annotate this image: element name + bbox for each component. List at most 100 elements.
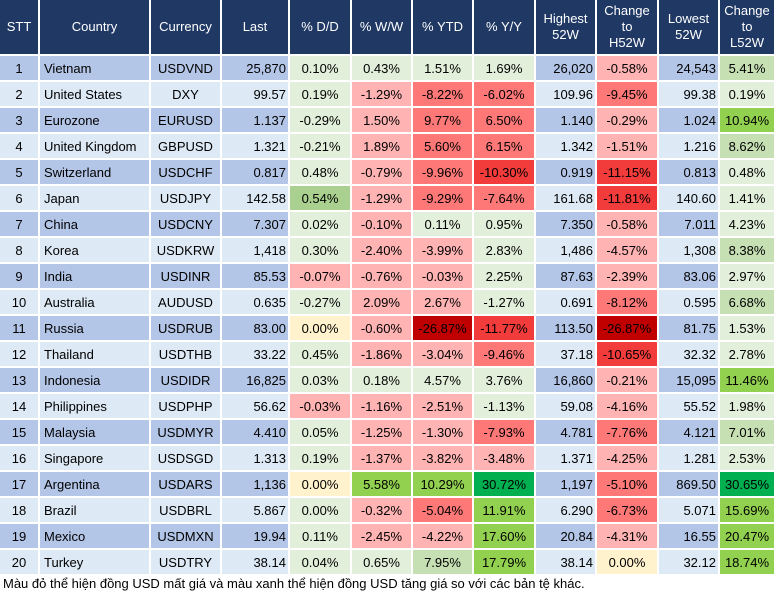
cell-yy: -3.48% — [474, 446, 536, 472]
table-row: 4 United Kingdom GBPUSD 1.321 -0.21% 1.89% 5.6… — [0, 134, 776, 160]
cell-last: 38.14 — [222, 550, 290, 576]
cell-dd: 0.48% — [290, 160, 352, 186]
cell-currency: USDIDR — [151, 368, 222, 394]
cell-low: 0.813 — [659, 160, 720, 186]
cell-ww: 0.43% — [352, 56, 413, 82]
cell-ytd: -3.04% — [413, 342, 474, 368]
cell-chh: 0.00% — [597, 550, 659, 576]
cell-chl: 2.97% — [720, 264, 776, 290]
cell-ww: -0.32% — [352, 498, 413, 524]
table-row: 3 Eurozone EURUSD 1.137 -0.29% 1.50% 9.77% 6.50… — [0, 108, 776, 134]
cell-dd: 0.02% — [290, 212, 352, 238]
cell-dd: -0.29% — [290, 108, 352, 134]
cell-country: China — [40, 212, 151, 238]
cell-low: 140.60 — [659, 186, 720, 212]
cell-low: 32.32 — [659, 342, 720, 368]
cell-chl: 8.62% — [720, 134, 776, 160]
header-text: STT — [6, 19, 32, 34]
cell-currency: USDKRW — [151, 238, 222, 264]
cell-high: 37.18 — [536, 342, 597, 368]
cell-yy: -6.02% — [474, 82, 536, 108]
cell-ww: -2.45% — [352, 524, 413, 550]
header-text: Country — [71, 19, 118, 34]
cell-stt: 14 — [0, 394, 40, 420]
cell-yy: -11.77% — [474, 316, 536, 342]
cell-high: 16,860 — [536, 368, 597, 394]
table-row: 18 Brazil USDBRL 5.867 0.00% -0.32% -5.04% 11.9… — [0, 498, 776, 524]
cell-low: 869.50 — [659, 472, 720, 498]
header-text: L52W — [730, 35, 764, 50]
cell-country: Japan — [40, 186, 151, 212]
cell-low: 24,543 — [659, 56, 720, 82]
cell-stt: 12 — [0, 342, 40, 368]
cell-yy: 17.60% — [474, 524, 536, 550]
cell-high: 7.350 — [536, 212, 597, 238]
cell-ytd: 4.57% — [413, 368, 474, 394]
cell-dd: 0.19% — [290, 82, 352, 108]
cell-ytd: -8.22% — [413, 82, 474, 108]
cell-yy: 3.76% — [474, 368, 536, 394]
table-header-row: STT Country Currency Last % D/D % W/W % YTD % Y… — [0, 0, 776, 56]
table-row: 2 United States DXY 99.57 0.19% -1.29% -8.22% -… — [0, 82, 776, 108]
cell-country: Singapore — [40, 446, 151, 472]
cell-currency: USDMXN — [151, 524, 222, 550]
cell-ww: -0.76% — [352, 264, 413, 290]
cell-currency: GBPUSD — [151, 134, 222, 160]
cell-currency: AUDUSD — [151, 290, 222, 316]
cell-ww: 2.09% — [352, 290, 413, 316]
cell-last: 19.94 — [222, 524, 290, 550]
column-header-ytd: % YTD — [413, 0, 474, 56]
cell-low: 32.12 — [659, 550, 720, 576]
cell-ytd: -1.30% — [413, 420, 474, 446]
cell-chl: 4.23% — [720, 212, 776, 238]
cell-stt: 19 — [0, 524, 40, 550]
header-text: % YTD — [422, 19, 463, 34]
cell-low: 55.52 — [659, 394, 720, 420]
cell-dd: 0.00% — [290, 498, 352, 524]
cell-last: 5.867 — [222, 498, 290, 524]
cell-country: United Kingdom — [40, 134, 151, 160]
header-text: Highest — [543, 11, 588, 26]
column-header-stt: STT — [0, 0, 40, 56]
cell-chl: 7.01% — [720, 420, 776, 446]
cell-chl: 5.41% — [720, 56, 776, 82]
cell-chl: 8.38% — [720, 238, 776, 264]
cell-high: 59.08 — [536, 394, 597, 420]
cell-yy: -1.13% — [474, 394, 536, 420]
cell-currency: USDTHB — [151, 342, 222, 368]
cell-stt: 6 — [0, 186, 40, 212]
cell-dd: -0.21% — [290, 134, 352, 160]
cell-high: 1,197 — [536, 472, 597, 498]
cell-stt: 9 — [0, 264, 40, 290]
cell-chh: -8.12% — [597, 290, 659, 316]
cell-ytd: 7.95% — [413, 550, 474, 576]
cell-last: 4.410 — [222, 420, 290, 446]
cell-last: 33.22 — [222, 342, 290, 368]
cell-chh: -1.51% — [597, 134, 659, 160]
column-header-change-l52w: Change to L52W — [720, 0, 776, 56]
cell-dd: -0.07% — [290, 264, 352, 290]
cell-chh: -0.21% — [597, 368, 659, 394]
cell-yy: -7.64% — [474, 186, 536, 212]
cell-low: 1.216 — [659, 134, 720, 160]
cell-last: 1.137 — [222, 108, 290, 134]
cell-high: 1,486 — [536, 238, 597, 264]
cell-currency: USDMYR — [151, 420, 222, 446]
cell-chl: 18.74% — [720, 550, 776, 576]
cell-last: 0.817 — [222, 160, 290, 186]
cell-chh: -7.76% — [597, 420, 659, 446]
cell-dd: 0.45% — [290, 342, 352, 368]
cell-ww: -1.25% — [352, 420, 413, 446]
cell-chh: -10.65% — [597, 342, 659, 368]
cell-currency: USDCNY — [151, 212, 222, 238]
header-text: % D/D — [301, 19, 339, 34]
cell-yy: -1.27% — [474, 290, 536, 316]
header-text: Change — [604, 3, 650, 18]
cell-chh: -4.25% — [597, 446, 659, 472]
cell-last: 56.62 — [222, 394, 290, 420]
cell-ww: 5.58% — [352, 472, 413, 498]
cell-low: 83.06 — [659, 264, 720, 290]
cell-ww: -1.86% — [352, 342, 413, 368]
cell-stt: 18 — [0, 498, 40, 524]
cell-last: 16,825 — [222, 368, 290, 394]
